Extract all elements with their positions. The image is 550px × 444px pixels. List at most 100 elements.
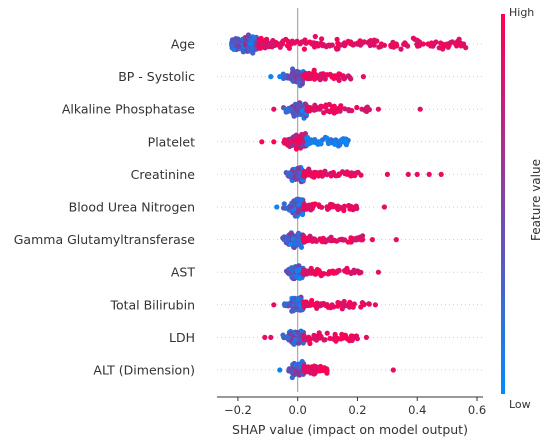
shap-point — [310, 171, 317, 177]
shap-point — [343, 139, 349, 145]
shap-point — [323, 102, 329, 108]
shap-point — [366, 301, 372, 307]
x-tick-label: 0.0 — [289, 403, 307, 417]
shap-point — [316, 202, 322, 208]
shap-point — [337, 205, 344, 211]
shap-point — [433, 39, 439, 45]
shap-point — [290, 236, 296, 242]
shap-point — [342, 237, 348, 243]
shap-point — [320, 71, 327, 77]
shap-point — [295, 209, 301, 215]
shap-point — [311, 139, 317, 145]
shap-point — [352, 172, 358, 179]
shap-point — [299, 211, 306, 218]
shap-point — [401, 41, 407, 48]
shap-point — [360, 237, 366, 243]
shap-point — [291, 134, 297, 140]
feature-label: Creatinine — [131, 167, 196, 182]
shap-outlier-point — [405, 171, 411, 177]
shap-point — [322, 337, 328, 343]
shap-outlier-point — [274, 204, 280, 210]
feature-label: Gamma Glutamyltransferase — [14, 232, 196, 247]
shap-outlier-point — [363, 334, 369, 340]
shap-point — [286, 75, 293, 81]
shap-point — [283, 205, 289, 211]
shap-point — [342, 106, 348, 112]
shap-outlier-point — [259, 139, 265, 145]
shap-point — [348, 173, 354, 179]
feature-row-points — [283, 263, 381, 282]
shap-outlier-point — [420, 41, 426, 47]
shap-point — [310, 367, 316, 374]
shap-outlier-point — [438, 171, 444, 177]
shap-outlier-point — [271, 302, 277, 308]
feature-label: Platelet — [148, 134, 195, 149]
shap-outlier-point — [459, 41, 465, 47]
shap-point — [296, 340, 302, 346]
shap-point — [344, 169, 350, 175]
shap-point — [312, 75, 318, 81]
shap-point — [305, 107, 311, 113]
shap-point — [306, 75, 312, 81]
shap-point — [324, 368, 330, 374]
shap-point — [347, 299, 353, 305]
shap-point — [312, 71, 318, 77]
shap-point — [350, 304, 356, 310]
shap-outlier-point — [444, 41, 450, 47]
shap-point — [282, 140, 288, 146]
shap-point — [321, 300, 327, 307]
shap-point — [310, 106, 316, 112]
shap-point — [405, 43, 411, 49]
shap-point — [302, 269, 308, 275]
shap-point — [329, 73, 335, 79]
feature-label: ALT (Dimension) — [93, 363, 195, 378]
colorbar: High Low Feature value — [501, 6, 543, 411]
shap-point — [280, 332, 286, 338]
shap-point — [297, 138, 303, 144]
shap-outlier-point — [426, 171, 432, 177]
shap-point — [350, 333, 356, 339]
shap-outlier-point — [375, 106, 381, 112]
shap-point — [294, 68, 300, 75]
shap-point — [296, 165, 302, 171]
colorbar-title: Feature value — [529, 159, 543, 241]
x-tick-label: 0.6 — [468, 403, 486, 417]
x-tick-label: −0.2 — [224, 403, 252, 417]
shap-point — [302, 73, 308, 79]
shap-point — [313, 271, 319, 277]
shap-point — [334, 36, 340, 43]
shap-outlier-point — [268, 334, 274, 340]
shap-point — [364, 104, 370, 110]
shap-point — [414, 37, 420, 43]
shap-point — [324, 135, 330, 141]
shap-point — [299, 134, 305, 140]
feature-row-points — [274, 196, 387, 219]
shap-point — [298, 197, 304, 203]
shap-outlier-point — [375, 269, 381, 275]
shap-point — [415, 43, 421, 49]
shap-point — [258, 35, 264, 42]
colorbar-low-label: Low — [509, 398, 531, 411]
shap-outlier-point — [277, 367, 283, 373]
shap-point — [323, 44, 329, 50]
shap-point — [463, 45, 469, 51]
shap-outlier-point — [271, 106, 277, 112]
shap-point — [306, 140, 312, 146]
shap-point — [318, 334, 324, 340]
shap-outlier-point — [414, 171, 420, 177]
shap-outlier-point — [372, 302, 378, 308]
shap-point — [326, 236, 332, 242]
shap-point — [242, 42, 248, 48]
shap-point — [357, 42, 364, 48]
feature-label: AST — [171, 265, 195, 280]
shap-point — [348, 235, 354, 241]
shap-point — [345, 73, 351, 79]
shap-outlier-point — [378, 41, 384, 47]
shap-point — [311, 335, 317, 341]
shap-point — [336, 267, 342, 274]
feature-row-points — [229, 32, 469, 56]
feature-label: Blood Urea Nitrogen — [69, 200, 195, 215]
shap-point — [309, 300, 315, 306]
shap-point — [346, 304, 353, 310]
